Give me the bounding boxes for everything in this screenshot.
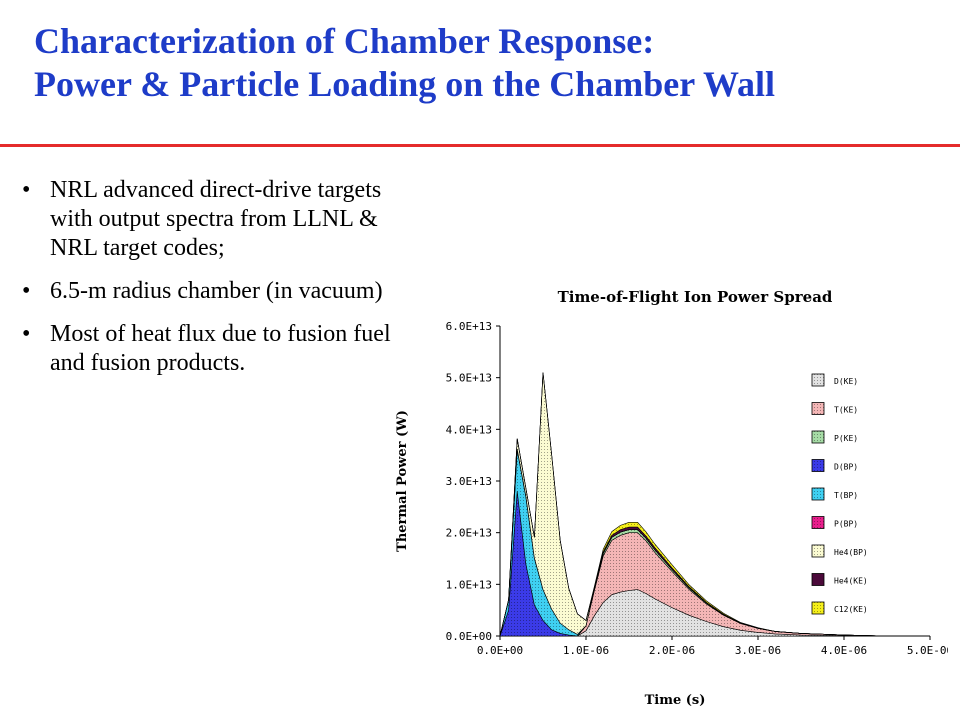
legend-swatch [811, 487, 825, 501]
series-area-he4-bp- [499, 372, 930, 637]
x-tick-label: 4.0E-06 [821, 644, 867, 657]
x-axis-label: Time (s) [645, 693, 706, 708]
x-tick-label: 1.0E-06 [563, 644, 609, 657]
y-axis-label: Thermal Power (W) [395, 410, 410, 552]
y-tick-label: 4.0E+13 [446, 423, 492, 436]
x-tick-label: 3.0E-06 [735, 644, 781, 657]
legend-label: P(KE) [834, 434, 858, 443]
bullet-item: 6.5-m radius chamber (in vacuum) [22, 277, 402, 306]
legend-swatch [811, 373, 825, 387]
y-tick-label: 3.0E+13 [446, 475, 492, 488]
legend-label: C12(KE) [834, 605, 868, 614]
slide-title: Characterization of Chamber Response: Po… [34, 20, 944, 106]
legend-label: D(KE) [834, 377, 858, 386]
legend-label: P(BP) [834, 520, 858, 529]
legend-swatch [811, 430, 825, 444]
x-tick-label: 5.0E-06 [907, 644, 948, 657]
legend-swatch [811, 516, 825, 529]
ion-power-chart: Time-of-Flight Ion Power Spread 0.0E+00 1.… [395, 288, 948, 708]
y-tick-label: 2.0E+13 [446, 527, 492, 540]
bullet-list: NRL advanced direct-drive targets with o… [22, 176, 402, 392]
legend-label: D(BP) [834, 463, 858, 472]
legend-swatch [811, 544, 825, 558]
series-area-c12-ke- [499, 372, 930, 637]
legend-label: He4(KE) [834, 577, 868, 586]
y-tick-label: 5.0E+13 [446, 372, 492, 385]
legend-label: T(BP) [834, 491, 858, 500]
title-line-2: Power & Particle Loading on the Chamber … [34, 64, 775, 104]
title-line-1: Characterization of Chamber Response: [34, 21, 655, 61]
legend-swatch [811, 402, 825, 415]
x-tick-label: 2.0E-06 [649, 644, 695, 657]
title-divider [0, 144, 960, 147]
legend-swatch [811, 459, 825, 472]
y-tick-label: 1.0E+13 [446, 578, 492, 591]
bullet-item: Most of heat flux due to fusion fuel and… [22, 320, 402, 378]
x-tick-label: 0.0E+00 [477, 644, 523, 657]
y-tick-label: 0.0E+00 [446, 630, 492, 643]
legend-swatch [811, 573, 825, 586]
chart-title: Time-of-Flight Ion Power Spread [558, 288, 833, 306]
y-tick-label: 6.0E+13 [446, 320, 492, 333]
legend-swatch [811, 601, 825, 615]
bullet-item: NRL advanced direct-drive targets with o… [22, 176, 402, 263]
legend-label: T(KE) [834, 406, 858, 415]
legend-label: He4(BP) [834, 548, 868, 557]
